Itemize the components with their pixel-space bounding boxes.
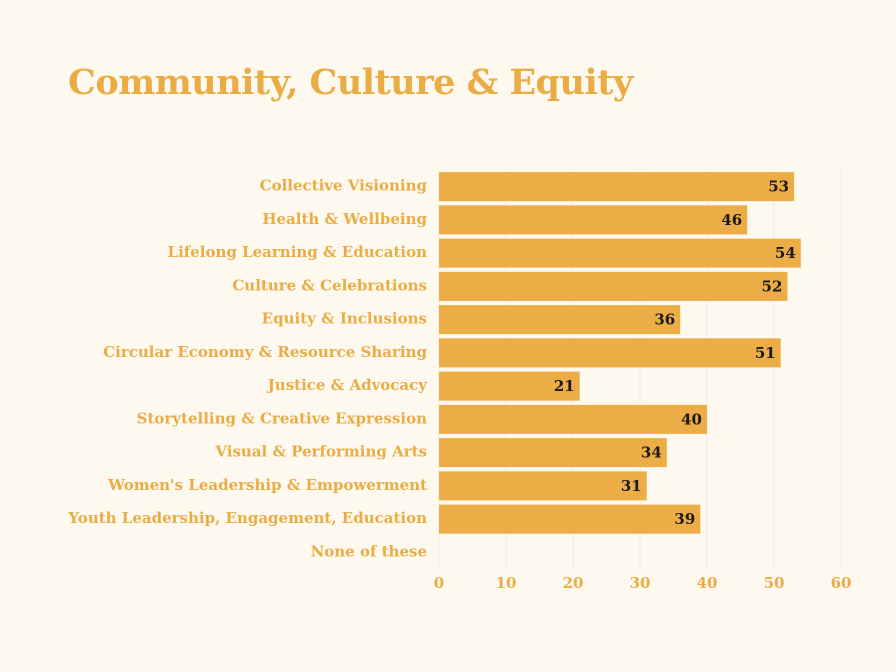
bar: [439, 504, 701, 534]
category-label: Health & Wellbeing: [262, 210, 427, 228]
data-label: 52: [762, 277, 783, 295]
data-label: 40: [681, 410, 702, 428]
chart-title: Community, Culture & Equity: [68, 62, 633, 103]
data-label: 36: [654, 311, 675, 329]
data-label: 39: [674, 510, 695, 528]
bar: [439, 371, 580, 401]
data-label: 53: [768, 178, 789, 196]
data-label: 31: [621, 477, 642, 495]
bar: [439, 404, 707, 434]
x-tick-label-0: 0: [434, 574, 444, 592]
x-tick-label-10: 10: [496, 574, 517, 592]
bar: [439, 338, 781, 368]
bar: [439, 172, 795, 202]
category-label: Culture & Celebrations: [232, 276, 427, 294]
category-label: Equity & Inclusions: [262, 310, 427, 328]
category-label: Lifelong Learning & Education: [168, 243, 428, 261]
bar: [439, 238, 801, 268]
x-tick-label-40: 40: [697, 574, 718, 592]
data-label: 34: [641, 444, 662, 462]
data-label: 51: [755, 344, 776, 362]
category-label: Storytelling & Creative Expression: [137, 409, 427, 427]
bars: 53 46 54 52 36 51 21 40 34 31 39: [439, 172, 801, 534]
category-label: Youth Leadership, Engagement, Education: [67, 509, 427, 527]
x-tick-label-60: 60: [831, 574, 852, 592]
bar: [439, 271, 788, 301]
category-label: Circular Economy & Resource Sharing: [103, 343, 427, 361]
data-label: 46: [721, 211, 742, 229]
category-label: Visual & Performing Arts: [214, 443, 427, 461]
bar: [439, 205, 748, 235]
category-label: Women's Leadership & Empowerment: [107, 476, 427, 494]
bar: [439, 305, 681, 335]
x-tick-label-50: 50: [764, 574, 785, 592]
x-tick-label-20: 20: [563, 574, 584, 592]
data-label: 54: [775, 244, 796, 262]
data-label: 21: [554, 377, 575, 395]
bar: [439, 438, 667, 468]
x-tick-label-30: 30: [630, 574, 651, 592]
category-label: None of these: [311, 542, 427, 560]
bar: [439, 471, 647, 501]
category-label: Justice & Advocacy: [266, 376, 429, 394]
x-axis-ticks: 0 10 20 30 40 50 60: [434, 574, 852, 592]
category-labels: Collective Visioning Health & Wellbeing Li…: [67, 177, 428, 561]
grid-lines: [438, 170, 842, 569]
category-label: Collective Visioning: [260, 177, 428, 195]
